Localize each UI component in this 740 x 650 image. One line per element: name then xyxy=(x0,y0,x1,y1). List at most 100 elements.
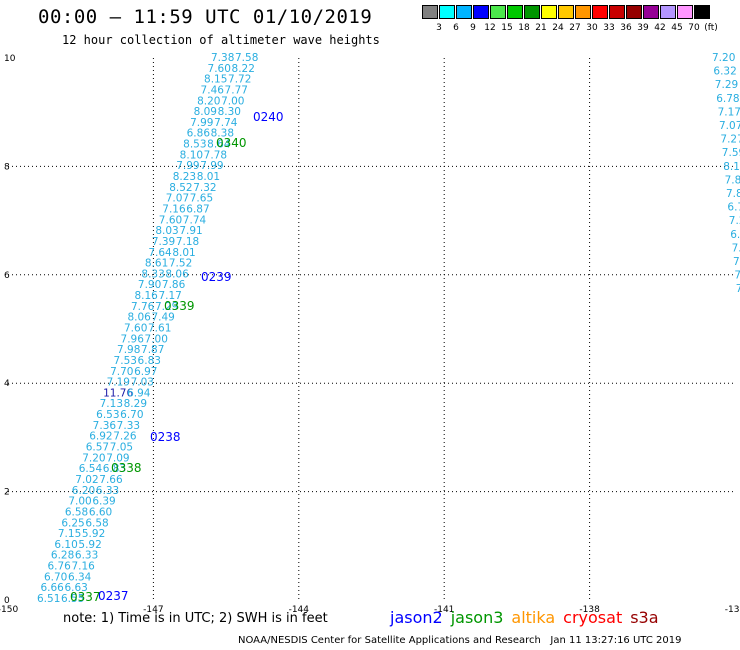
wave-height-value: 7.96 xyxy=(121,333,145,345)
wave-height-value: 6.53 xyxy=(96,409,119,421)
wave-height-value: 7.46 xyxy=(201,84,225,96)
wave-height-value: 7.17 xyxy=(718,106,740,118)
wave-height-value: 7.07 xyxy=(166,193,189,205)
wave-height-value: 8.01 xyxy=(197,171,220,183)
wave-height-value: 8.61 xyxy=(145,258,168,270)
wave-height-value: 7.66 xyxy=(99,474,123,486)
wave-height-value: 7. xyxy=(734,270,740,282)
wave-height-value: 7.29 xyxy=(715,79,738,91)
wave-height-value: 6.58 xyxy=(65,506,88,518)
wave-height-value: 7.00 xyxy=(221,95,244,107)
color-scale-label: 45 xyxy=(671,23,683,33)
wave-height-value: 7.60 xyxy=(208,63,231,75)
wave-height-value: 7.99 xyxy=(176,160,199,172)
wave-height-value: 8.33 xyxy=(141,268,164,280)
longitude-tick-label: -147 xyxy=(143,605,163,615)
credit-line: NOAA/NESDIS Center for Satellite Applica… xyxy=(238,635,682,646)
wave-height-value: 7.8 xyxy=(726,188,740,200)
wave-height-value: 7.32 xyxy=(193,182,216,194)
wave-height-value: 7.17 xyxy=(158,290,181,302)
color-scale-label: 9 xyxy=(470,23,476,33)
wave-height-value: 7.16 xyxy=(162,203,186,215)
wave-height-value: 8.22 xyxy=(232,63,255,75)
color-swatch xyxy=(558,5,574,19)
wave-height-value: 7.74 xyxy=(214,117,238,129)
wave-height-value: 7.20 xyxy=(712,52,735,64)
wave-height-value: 7.49 xyxy=(151,312,174,324)
wave-height-value: 6.20 xyxy=(72,485,95,497)
wave-height-value: 8.10 xyxy=(180,149,203,161)
wave-height-value: 6.60 xyxy=(89,506,112,518)
wave-height-value: 6.55 xyxy=(61,593,84,605)
wave-height-value: 6.83 xyxy=(138,355,161,367)
color-scale-label: 6 xyxy=(453,23,459,33)
legend-jason2: jason2 xyxy=(390,608,443,627)
legend-altika: altika xyxy=(511,608,556,627)
map-title: 00:00 – 11:59 UTC 01/10/2019 xyxy=(38,6,373,28)
color-scale-label: 15 xyxy=(501,23,513,33)
wave-height-value: 7.78 xyxy=(204,149,227,161)
wave-height-value: 11.76 xyxy=(103,387,133,399)
wave-height-value: 7.53 xyxy=(114,355,137,367)
wave-height-value: 6.34 xyxy=(68,571,92,583)
color-scale-label: 21 xyxy=(535,23,547,33)
wave-height-value: 8.03 xyxy=(155,225,178,237)
pass-time-label: 0237 xyxy=(98,589,129,603)
wave-height-value: 7.64 xyxy=(148,247,172,259)
wave-height-value: 7.61 xyxy=(148,323,171,335)
wave-height-value: 7.77 xyxy=(225,84,248,96)
color-scale-label: 39 xyxy=(637,23,649,33)
color-swatch xyxy=(473,5,489,19)
wave-height-value: 7.13 xyxy=(100,398,123,410)
wave-height-value: 6.33 xyxy=(75,550,98,562)
wave-height-value: 7.00 xyxy=(145,333,168,345)
wave-height-value: 7.65 xyxy=(190,193,213,205)
wave-height-value: 7.58 xyxy=(235,52,258,64)
pass-time-label: 0238 xyxy=(150,430,181,444)
wave-height-value: 7.02 xyxy=(75,474,98,486)
legend-cryosat: cryosat xyxy=(563,608,623,627)
color-scale-label: 36 xyxy=(620,23,632,33)
wave-height-value: 7.09 xyxy=(106,452,129,464)
wave-height-value: 6.83 xyxy=(103,463,126,475)
wave-height-value: 8.29 xyxy=(124,398,147,410)
color-swatch xyxy=(677,5,693,19)
wave-height-value: 7.87 xyxy=(141,344,164,356)
longitude-tick-label: -150 xyxy=(0,605,18,615)
wave-height-value: 7.72 xyxy=(228,74,251,86)
color-swatch xyxy=(490,5,506,19)
map-subtitle: 12 hour collection of altimeter wave hei… xyxy=(62,33,380,47)
wave-height-value: 7. xyxy=(736,283,740,295)
color-scale-label: 33 xyxy=(603,23,615,33)
wave-height-value: 7.70 xyxy=(110,366,133,378)
wave-height-value: 8.06 xyxy=(165,268,189,280)
color-swatch xyxy=(609,5,625,19)
wave-height-value: 5.92 xyxy=(78,539,101,551)
wave-height-value: 7.86 xyxy=(162,279,186,291)
wave-height-value: 6.7 xyxy=(727,202,740,214)
wave-height-value: 7.19 xyxy=(107,377,130,389)
color-swatch xyxy=(592,5,608,19)
wave-height-value: 8.23 xyxy=(173,171,196,183)
wave-height-value: 6.76 xyxy=(47,561,71,573)
longitude-tick-label: -135 xyxy=(725,605,740,615)
pass-time-label: 0337 xyxy=(70,590,101,604)
wave-height-value: 7.38 xyxy=(211,52,234,64)
wave-height-value: 6.97 xyxy=(134,366,157,378)
legend-s3a: s3a xyxy=(630,608,659,627)
wave-height-value: 7.76 xyxy=(131,301,155,313)
wave-height-value: 8.38 xyxy=(211,128,234,140)
color-swatch xyxy=(439,5,455,19)
wave-height-value: 8.01 xyxy=(172,247,195,259)
color-swatch xyxy=(643,5,659,19)
wave-height-value: 8.20 xyxy=(197,95,220,107)
wave-height-value: 7.36 xyxy=(93,420,117,432)
units-note: note: 1) Time is in UTC; 2) SWH is in fe… xyxy=(63,611,328,626)
wave-height-value: 7.33 xyxy=(117,420,140,432)
wave-height-value: 6.32 xyxy=(713,66,736,78)
latitude-tick-label: 6 xyxy=(4,271,10,281)
wave-height-value: 7.74 xyxy=(183,214,207,226)
wave-height-value: 7.4 xyxy=(732,242,740,254)
color-swatch xyxy=(524,5,540,19)
wave-height-value: 7.00 xyxy=(68,496,91,508)
